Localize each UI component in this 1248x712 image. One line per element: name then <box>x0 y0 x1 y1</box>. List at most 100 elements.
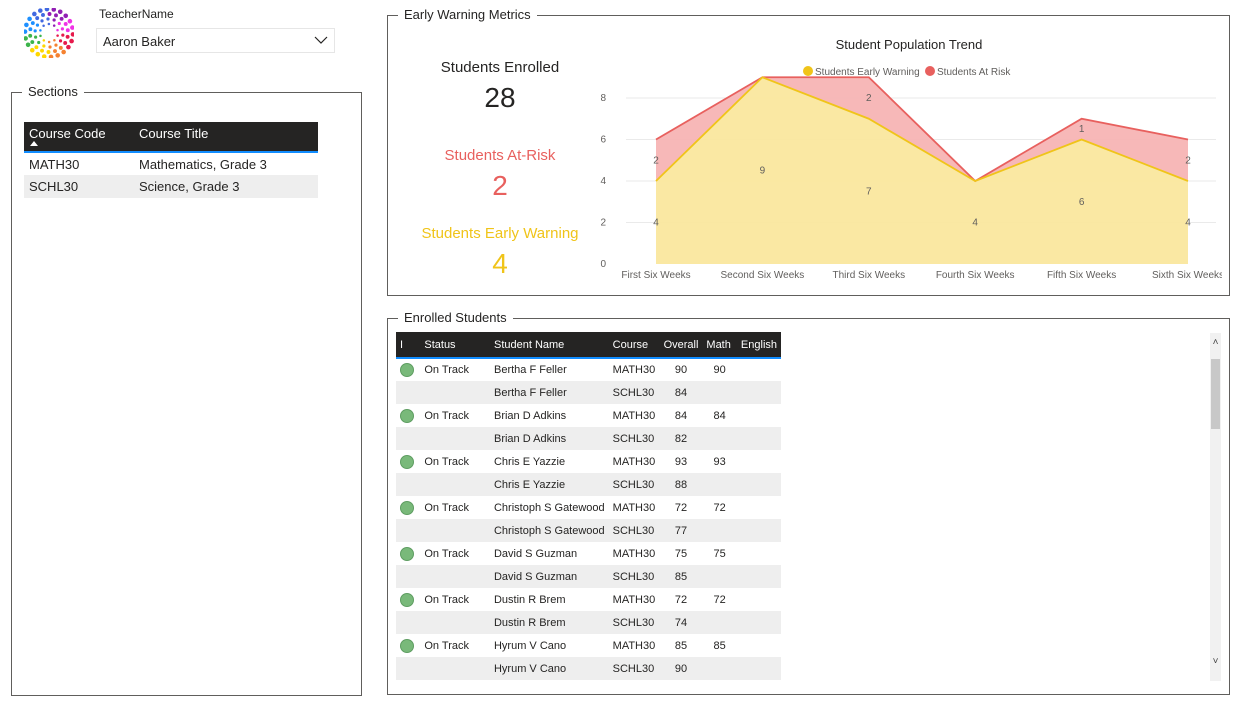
logo-dot <box>70 25 74 30</box>
scroll-down-chevron-icon[interactable]: ˅ <box>1212 656 1219 667</box>
column-header-student-name[interactable]: Student Name <box>489 332 609 359</box>
status-cell <box>420 611 490 634</box>
enrolled-students-panel: Enrolled Students <box>387 310 1230 695</box>
table-row[interactable]: On Track Dustin R Brem MATH30 72 72 <box>396 588 781 611</box>
math-grade-cell <box>702 427 737 450</box>
overall-grade-cell: 72 <box>674 501 688 514</box>
table-row[interactable]: On Track Hyrum V Cano MATH30 85 85 <box>396 634 781 657</box>
english-grade-cell <box>737 404 781 427</box>
course-cell: MATH30 <box>612 639 656 652</box>
logo-dot <box>55 53 60 58</box>
enrolled-students-panel-title: Enrolled Students <box>398 310 513 326</box>
column-header-course-title[interactable]: Course Title <box>134 122 318 153</box>
math-grade-cell: 93 <box>713 455 726 468</box>
status-cell: On Track <box>424 409 469 422</box>
logo-dot <box>60 27 64 31</box>
math-grade-cell: 85 <box>713 639 726 652</box>
logo-dot <box>61 49 66 55</box>
logo-dot <box>30 40 35 44</box>
y-tick-label: 0 <box>600 259 606 270</box>
course-cell: SCHL30 <box>608 427 660 450</box>
teacher-dropdown-value: Aaron Baker <box>103 34 176 49</box>
logo-dot <box>42 39 46 42</box>
logo-dot <box>57 21 61 26</box>
chart-title: Student Population Trend <box>836 37 983 52</box>
overall-grade-cell: 90 <box>674 364 688 376</box>
math-grade-cell <box>702 657 737 680</box>
logo-dot <box>66 44 71 50</box>
english-grade-cell <box>737 588 781 611</box>
column-header-math[interactable]: Math <box>702 332 737 359</box>
status-cell <box>420 519 490 542</box>
status-indicator-cell <box>396 473 421 496</box>
column-header-overall[interactable]: Overall <box>659 332 703 359</box>
column-header-course-code[interactable]: Course Code <box>24 122 134 153</box>
student-name-cell: Dustin R Brem <box>489 611 609 634</box>
table-row[interactable]: On Track Chris E Yazzie MATH30 93 93 <box>396 450 781 473</box>
logo-dot <box>44 8 50 12</box>
column-header-english[interactable]: English <box>736 332 781 359</box>
table-row[interactable]: David S Guzman SCHL30 85 <box>396 565 781 588</box>
math-grade-cell <box>702 381 737 404</box>
status-cell: On Track <box>424 501 469 514</box>
table-row[interactable]: Hyrum V Cano SCHL30 90 <box>396 657 781 680</box>
table-row[interactable]: MATH30 Mathematics, Grade 3 <box>24 152 318 175</box>
enrolled-students-table-container[interactable]: I Status Student Name Course Overall Mat… <box>396 332 781 682</box>
overall-grade-cell: 88 <box>659 473 703 496</box>
english-grade-cell <box>736 519 781 542</box>
logo-dot <box>25 42 31 48</box>
table-row[interactable]: On Track Bertha F Feller MATH30 90 90 <box>396 358 781 381</box>
student-name-cell: David S Guzman <box>493 547 578 560</box>
student-name-cell: Christoph S Gatewood <box>493 501 605 514</box>
english-grade-cell <box>736 473 781 496</box>
x-tick-label: First Six Weeks <box>621 270 690 281</box>
logo-dot <box>42 44 46 48</box>
column-header-status[interactable]: Status <box>420 332 490 359</box>
logo-dot <box>58 45 63 50</box>
table-row[interactable]: SCHL30 Science, Grade 3 <box>24 175 318 198</box>
vertical-scrollbar[interactable]: ˄ ˅ <box>1210 333 1221 681</box>
students-enrolled-label: Students Enrolled <box>440 59 560 76</box>
table-row[interactable]: Chris E Yazzie SCHL30 88 <box>396 473 781 496</box>
logo-dot <box>51 8 57 12</box>
table-row[interactable]: Dustin R Brem SCHL30 74 <box>396 611 781 634</box>
student-name-cell: Hyrum V Cano <box>493 639 567 652</box>
english-grade-cell <box>737 450 781 473</box>
logo-dot <box>52 18 56 22</box>
table-row[interactable]: Bertha F Feller SCHL30 84 <box>396 381 781 404</box>
sort-ascending-icon <box>30 141 38 146</box>
on-track-status-dot-icon <box>400 638 414 653</box>
logo-dot <box>65 34 70 39</box>
logo-dot <box>37 40 41 45</box>
logo-dot <box>28 27 33 32</box>
math-grade-cell: 72 <box>713 501 726 514</box>
table-row[interactable]: On Track Christoph S Gatewood MATH30 72 72 <box>396 496 781 519</box>
chevron-down-icon <box>314 36 328 44</box>
table-row[interactable]: Christoph S Gatewood SCHL30 77 <box>396 519 781 542</box>
y-tick-label: 8 <box>600 93 606 104</box>
student-name-cell: Dustin R Brem <box>493 593 566 606</box>
on-track-status-dot-icon <box>400 500 414 515</box>
scrollbar-thumb[interactable] <box>1211 359 1220 429</box>
column-header-indicator[interactable]: I <box>396 332 421 359</box>
logo-dot <box>34 35 38 39</box>
course-cell: MATH30 <box>612 409 656 422</box>
early-warning-panel-title: Early Warning Metrics <box>398 7 537 23</box>
legend-marker-1 <box>925 66 935 76</box>
status-indicator-cell <box>396 450 420 473</box>
math-grade-cell: 75 <box>713 547 726 560</box>
scroll-up-chevron-icon[interactable]: ˄ <box>1212 337 1219 348</box>
overall-grade-cell: 84 <box>674 409 688 422</box>
status-indicator-cell <box>396 611 421 634</box>
math-grade-cell <box>702 473 737 496</box>
early-warning-panel: Early Warning Metrics <box>387 7 1230 296</box>
column-header-course[interactable]: Course <box>608 332 660 359</box>
teacher-dropdown[interactable]: Aaron Baker <box>96 28 335 53</box>
table-row[interactable]: On Track David S Guzman MATH30 75 75 <box>396 542 781 565</box>
english-grade-cell <box>737 542 781 565</box>
early-warning-data-label: 4 <box>1185 218 1191 229</box>
table-row[interactable]: On Track Brian D Adkins MATH30 84 84 <box>396 404 781 427</box>
table-row[interactable]: Brian D Adkins SCHL30 82 <box>396 427 781 450</box>
logo-dot <box>40 19 44 23</box>
status-indicator-cell <box>396 496 420 519</box>
